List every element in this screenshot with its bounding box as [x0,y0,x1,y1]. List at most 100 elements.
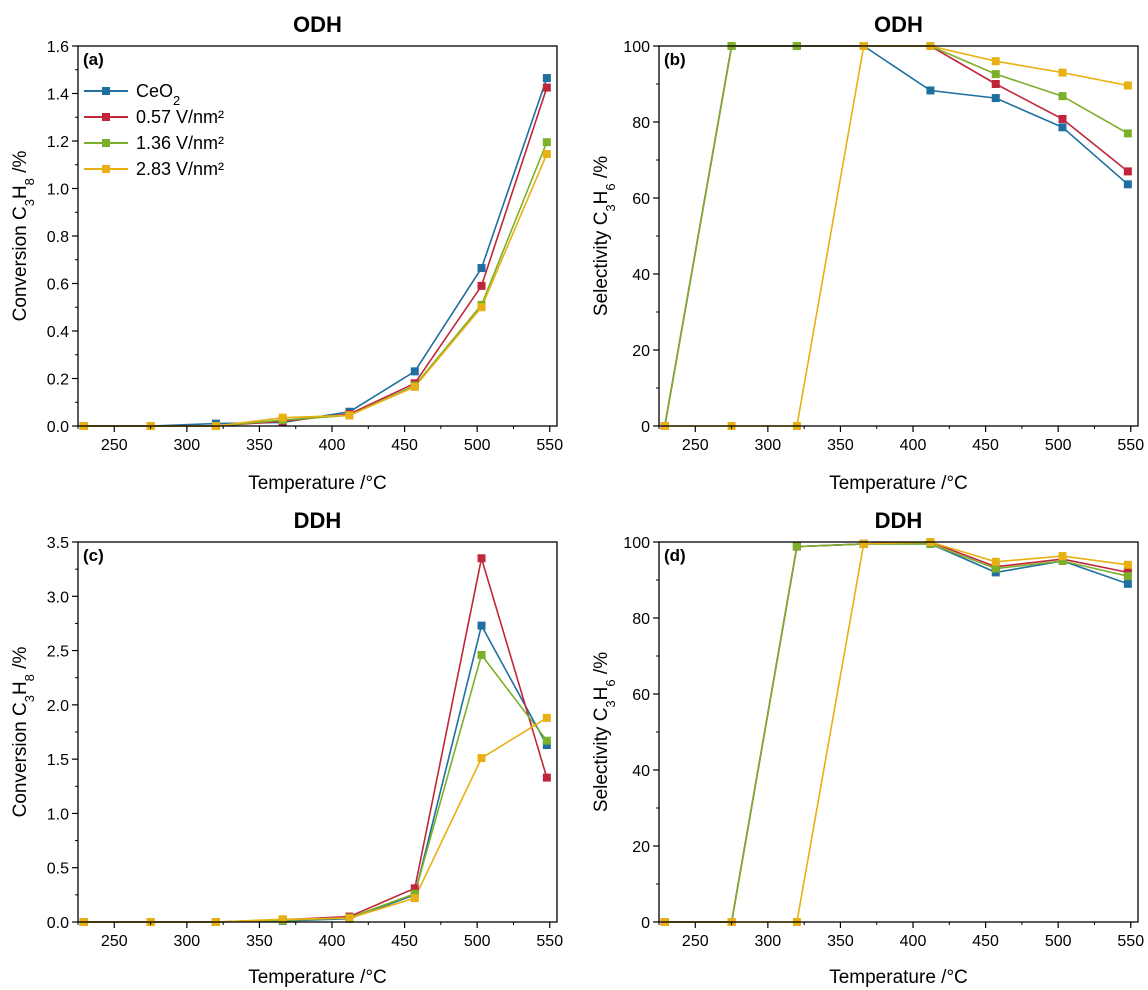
data-point [410,367,419,376]
y-axis-label: Conversion C3H8 /% [10,151,37,322]
x-tick-label: 250 [101,933,128,950]
series-line-4 [83,153,548,427]
data-point [1123,572,1132,581]
x-tick-label: 300 [174,933,201,950]
data-point [1123,167,1132,176]
data-point [542,773,551,782]
y-tick-label: 0.2 [47,372,69,389]
y-tick-label: 40 [632,267,650,284]
y-tick-label: 60 [632,191,650,208]
chart-panel-4: DDH 250 300 350 400 450 500 550 0 20 40 60 80 100 (d) T… [591,508,1144,988]
series-line-2 [664,541,1128,923]
chart-panel-2: ODH 250 300 350 400 450 500 550 0 20 40 60 80 100 (b) T… [591,12,1144,494]
y-tick-label: 0.8 [47,229,69,246]
y-tick-label: 0.5 [47,861,69,878]
series-group [660,42,1132,430]
data-point [1123,81,1132,90]
data-point [991,70,1000,79]
x-tick-label: 250 [682,437,709,454]
x-tick-label: 300 [755,933,782,950]
y-axis-label: Selectivity C3H6 /% [591,156,618,316]
plot-frame [658,45,1139,427]
y-tick-label: 20 [632,343,650,360]
y-tick-label: 20 [632,839,650,856]
data-point [542,74,551,83]
x-tick-label: 250 [682,933,709,950]
x-tick-label: 550 [536,933,563,950]
x-tick-label: 500 [464,933,491,950]
x-tick-label: 400 [319,933,346,950]
series-line-3 [664,45,1129,427]
data-point [477,554,486,563]
panel-label: (c) [83,546,104,565]
series-line-4 [664,45,1128,427]
x-tick-label: 400 [900,933,927,950]
data-point [991,557,1000,566]
x-tick-label: 550 [536,437,563,454]
legend-marker [102,165,110,173]
x-tick-label: 450 [972,933,999,950]
x-tick-label: 300 [755,437,782,454]
series-line-1 [664,543,1129,923]
series-line-3 [83,653,548,923]
legend-entry: 2.83 V/nm² [136,159,224,179]
data-point [1123,579,1132,588]
y-tick-label: 100 [623,535,650,552]
panel-title: ODH [293,12,342,37]
x-tick-label: 550 [1117,933,1144,950]
y-tick-label: 0.0 [47,419,69,436]
data-point [477,303,486,312]
data-point [542,741,551,750]
y-tick-label: 1.0 [47,182,69,199]
data-point [1123,180,1132,189]
data-point [542,736,551,745]
x-tick-label: 450 [972,437,999,454]
data-point [542,713,551,722]
y-tick-label: 1.4 [47,87,69,104]
data-point [410,889,419,898]
data-point [1058,557,1067,565]
legend-entry: 1.36 V/nm² [136,133,224,153]
x-tick-label: 300 [174,437,201,454]
data-point [477,754,486,763]
data-point [1058,114,1067,123]
x-axis-label: Temperature /°C [829,967,968,988]
data-point [991,564,1000,573]
series-group [660,538,1132,926]
legend-entry: 0.57 V/nm² [136,107,224,127]
panel-label: (a) [83,50,104,69]
x-tick-label: 450 [391,933,418,950]
data-point [1058,68,1067,77]
data-point [542,83,551,92]
y-tick-label: 1.6 [47,39,69,56]
panel-title: ODH [874,12,923,37]
data-point [345,914,354,923]
x-tick-label: 500 [1045,437,1072,454]
y-tick-label: 1.5 [47,752,69,769]
y-tick-label: 0.4 [47,324,69,341]
y-axis-label: Selectivity C3H6 /% [591,652,618,812]
x-tick-label: 350 [246,437,273,454]
data-point [792,542,801,551]
x-tick-label: 550 [1117,437,1144,454]
data-point [1123,129,1132,138]
x-axis-label: Temperature /°C [248,473,387,494]
data-point [278,915,287,924]
y-tick-label: 3.0 [47,589,69,606]
data-point [991,80,1000,88]
series-line-2 [83,558,548,923]
data-point [542,138,551,147]
data-point [1058,92,1067,101]
x-tick-label: 350 [827,933,854,950]
chart-panel-3: DDH 250 300 350 400 450 500 550 0.0 0.5 1.0 1.5 2.0 2… [10,508,563,988]
panel-label: (d) [664,546,686,565]
y-tick-label: 3.5 [47,535,69,552]
y-tick-label: 0 [641,419,650,436]
chart-panel-1: ODH 250 300 350 400 450 500 550 0.0 0.2 0.4 0.6 0.8 1… [10,12,563,494]
data-point [542,150,551,159]
y-tick-label: 0 [641,915,650,932]
data-point [477,264,486,273]
plot-frame [658,541,1139,923]
data-point [477,281,486,290]
